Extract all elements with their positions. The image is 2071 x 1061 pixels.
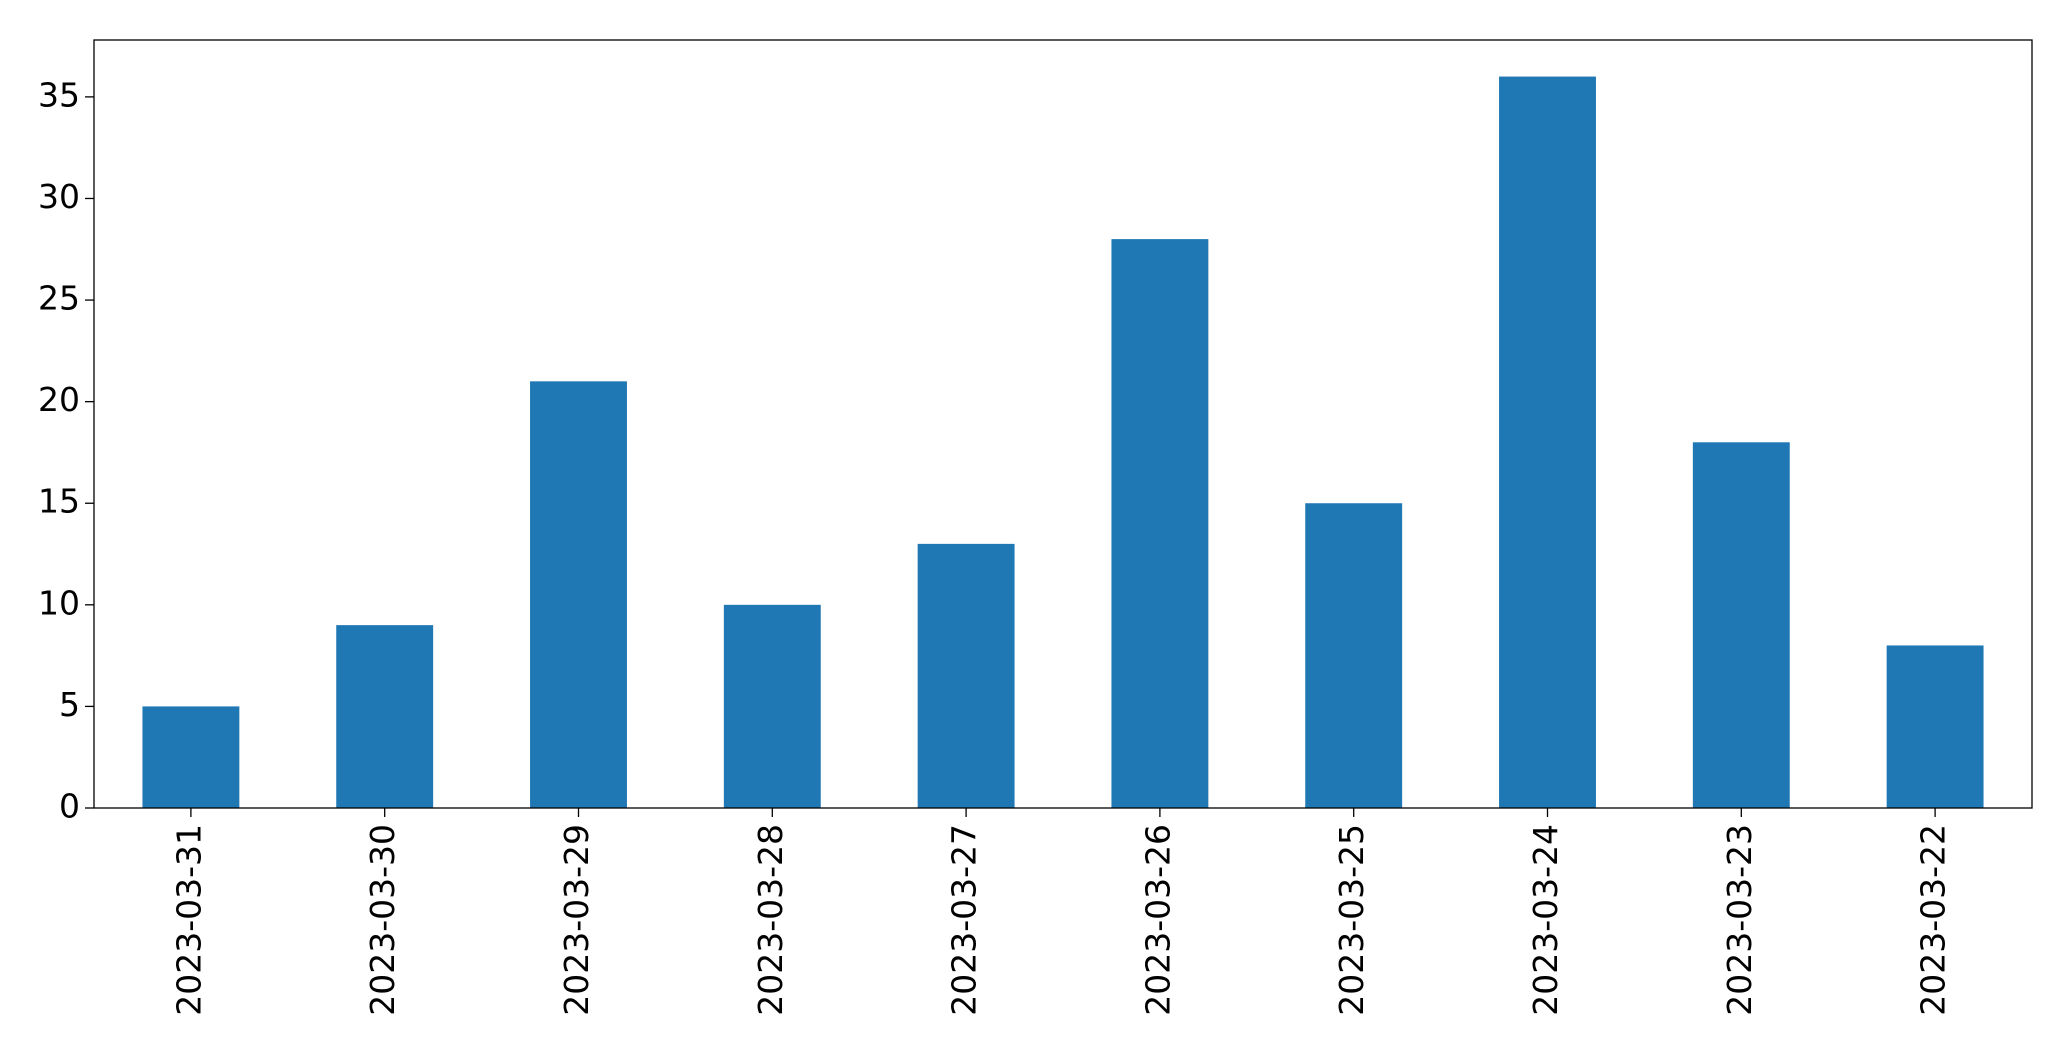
bar [1499, 76, 1596, 809]
x-tick-label: 2023-03-24 [1526, 824, 1565, 1016]
bar [1886, 645, 1984, 808]
y-tick-label: 30 [38, 177, 80, 216]
y-tick-label: 15 [38, 482, 80, 521]
x-tick-label: 2023-03-22 [1914, 824, 1953, 1016]
bar [530, 381, 627, 808]
y-tick-label: 10 [38, 583, 80, 622]
y-tick-label: 5 [59, 685, 80, 724]
x-tick-label: 2023-03-23 [1720, 824, 1759, 1016]
y-tick-label: 0 [59, 787, 80, 826]
x-tick-label: 2023-03-30 [363, 824, 402, 1016]
x-tick-label: 2023-03-25 [1332, 824, 1371, 1016]
bar [723, 604, 821, 808]
bar [336, 625, 434, 808]
bar [1305, 503, 1403, 808]
x-tick-label: 2023-03-29 [557, 824, 596, 1016]
bar [917, 543, 1015, 808]
y-tick-label: 35 [38, 75, 80, 114]
x-tick-label: 2023-03-28 [751, 824, 790, 1016]
y-tick-label: 20 [38, 380, 80, 419]
plot-frame [93, 39, 2033, 809]
x-tick-label: 2023-03-31 [169, 824, 208, 1016]
x-tick-label: 2023-03-27 [945, 824, 984, 1016]
bar [142, 706, 240, 808]
bar [1111, 239, 1209, 809]
x-tick-label: 2023-03-26 [1138, 824, 1177, 1016]
bar [1692, 442, 1790, 808]
y-tick-label: 25 [38, 279, 80, 318]
